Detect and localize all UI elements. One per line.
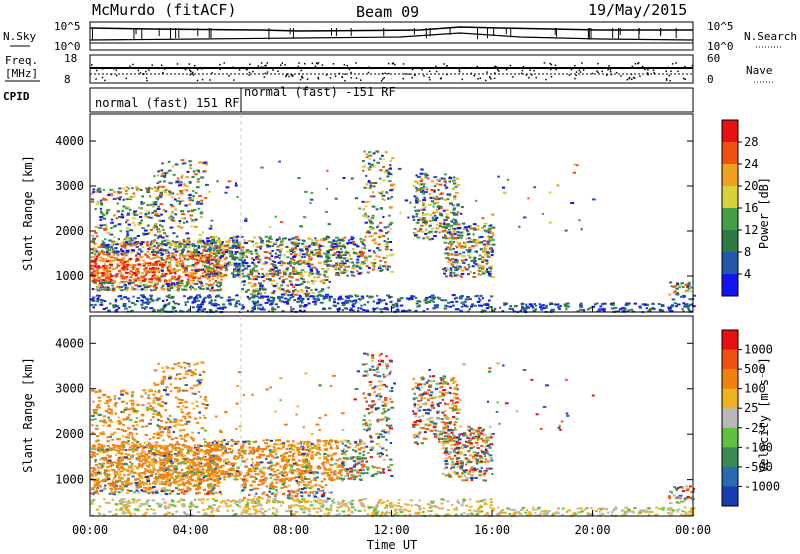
velocity-colorbar-tick: -500 <box>744 460 773 474</box>
power-colorbar-swatch <box>722 142 738 165</box>
power-colorbar-swatch <box>722 164 738 187</box>
power-ytick-label: 1000 <box>55 269 84 283</box>
time-tick-label: 00:00 <box>72 523 108 537</box>
time-tick-label: 00:00 <box>675 523 711 537</box>
velocity-colorbar-tick: 100 <box>744 382 766 396</box>
cpid-strip: CPID normal (fast) 151 RF normal (fast) … <box>3 85 694 113</box>
power-colorbar-tick: 28 <box>744 135 758 149</box>
nsky-tick-top: 10^5 <box>54 20 81 33</box>
cpid-label: CPID <box>3 90 30 103</box>
power-scatter <box>90 150 697 314</box>
velocity-colorbar-swatch <box>722 349 738 370</box>
velocity-panel: 1000 2000 3000 4000 Slant Range [km] <box>21 315 696 518</box>
velocity-colorbar-tick: -100 <box>744 440 773 454</box>
nave-label: Nave <box>746 64 773 77</box>
velocity-ytick-label: 1000 <box>55 473 84 487</box>
date-title: 19/May/2015 <box>588 1 687 19</box>
nave-tick-top: 60 <box>707 52 720 65</box>
nsky-strip: N.Sky 10^5 10^0 10^5 10^0 N.Search <box>3 20 797 53</box>
velocity-ylabel: Slant Range [km] <box>21 357 35 473</box>
velocity-colorbar-tick: -1000 <box>744 479 780 493</box>
power-colorbar-swatch <box>722 208 738 231</box>
time-axis-label: Time UT <box>367 538 418 552</box>
velocity-colorbar: 1000 500 100 25 -25 -100 -500 -1000 Velocity [m… <box>721 329 780 507</box>
velocity-colorbar-tick: 25 <box>744 401 758 415</box>
power-colorbar-label: Power [dB] <box>757 177 771 249</box>
power-ylabel: Slant Range [km] <box>21 155 35 271</box>
power-colorbar-tick: 24 <box>744 157 758 171</box>
velocity-ytick-label: 2000 <box>55 427 84 441</box>
velocity-colorbar-swatch <box>722 408 738 429</box>
freq-unit: [MHz] <box>5 67 38 80</box>
velocity-ytick-label: 4000 <box>55 336 84 350</box>
power-colorbar-tick: 4 <box>744 267 751 281</box>
power-ytick-label: 3000 <box>55 179 84 193</box>
velocity-colorbar-swatch <box>722 369 738 390</box>
velocity-colorbar-swatch <box>722 486 738 507</box>
velocity-colorbar-tick: 1000 <box>744 343 773 357</box>
velocity-colorbar-label: Velocity [m s⁻¹] <box>757 357 771 473</box>
nave-tick-bottom: 0 <box>707 73 714 86</box>
power-colorbar-swatch <box>722 230 738 253</box>
freq-strip: Freq. [MHz] 18 8 60 0 Nave <box>5 52 774 86</box>
nsearch-tick-bottom: 10^0 <box>707 40 734 53</box>
velocity-colorbar-swatch <box>722 447 738 468</box>
velocity-colorbar-swatch <box>722 388 738 409</box>
velocity-ytick-label: 3000 <box>55 382 84 396</box>
beam-title: Beam 09 <box>356 3 419 21</box>
time-tick-label: 08:00 <box>273 523 309 537</box>
power-colorbar-swatch <box>722 186 738 209</box>
power-colorbar-tick: 16 <box>744 201 758 215</box>
velocity-colorbar-tick: -25 <box>744 421 766 435</box>
power-ytick-label: 4000 <box>55 134 84 148</box>
time-tick-label: 04:00 <box>172 523 208 537</box>
velocity-colorbar-swatch <box>722 466 738 487</box>
freq-tick-bottom: 8 <box>64 73 71 86</box>
power-colorbar-tick: 20 <box>744 179 758 193</box>
time-tick-label: 20:00 <box>574 523 610 537</box>
power-colorbar-swatch <box>722 252 738 275</box>
power-panel: 1000 2000 3000 4000 Slant Range [km] <box>21 113 697 314</box>
cpid-segment-1: normal (fast) 151 RF <box>95 96 240 110</box>
freq-label: Freq. <box>5 54 38 67</box>
freq-tick-top: 18 <box>64 52 77 65</box>
nsky-tick-bottom: 10^0 <box>54 40 81 53</box>
power-colorbar-tick: 8 <box>744 245 751 259</box>
nsky-label: N.Sky <box>3 30 36 43</box>
power-ytick-label: 2000 <box>55 224 84 238</box>
time-tick-label: 16:00 <box>474 523 510 537</box>
station-title: McMurdo (fitACF) <box>92 1 237 19</box>
time-axis: 00:00 04:00 08:00 12:00 16:00 20:00 00:00 <box>72 306 711 537</box>
velocity-colorbar-swatch <box>722 330 738 351</box>
cpid-segment-2: normal (fast) -151 RF <box>244 85 396 99</box>
power-colorbar-swatch <box>722 120 738 143</box>
nsearch-tick-top: 10^5 <box>707 20 734 33</box>
velocity-colorbar-tick: 500 <box>744 362 766 376</box>
time-tick-label: 12:00 <box>373 523 409 537</box>
power-colorbar-tick: 12 <box>744 223 758 237</box>
velocity-scatter <box>90 352 696 518</box>
power-colorbar: 4 8 12 16 20 24 28 Power [dB] <box>721 119 771 297</box>
velocity-colorbar-swatch <box>722 427 738 448</box>
power-colorbar-swatch <box>722 274 738 297</box>
nsearch-label: N.Search <box>744 30 797 43</box>
